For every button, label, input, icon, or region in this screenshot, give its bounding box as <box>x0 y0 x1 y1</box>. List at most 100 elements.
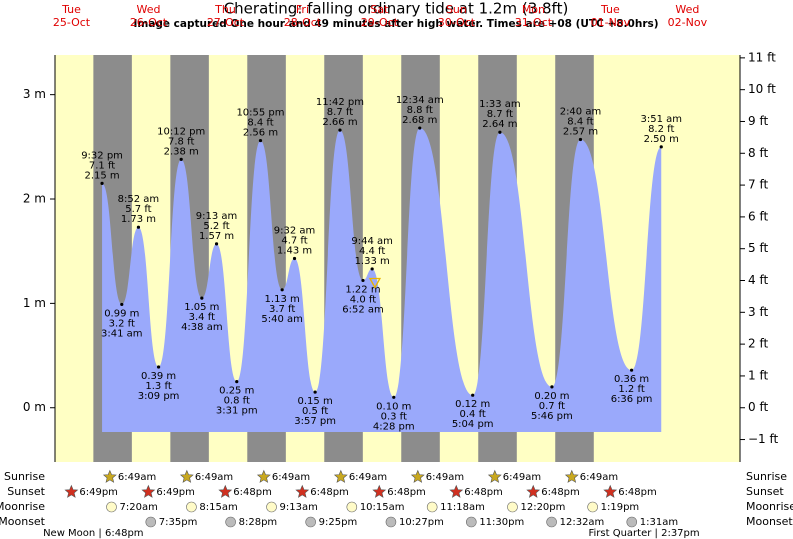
y2-tick-label: 6 ft <box>748 209 768 223</box>
row-label: Sunset <box>7 485 45 498</box>
tide-label: 7.1 ft <box>89 160 115 171</box>
moon-icon <box>305 516 316 528</box>
day-weekday: Thu <box>214 3 236 16</box>
sun-icon <box>218 484 233 498</box>
event-time: 8:28pm <box>239 517 278 528</box>
event-time: 6:49am <box>580 472 618 483</box>
sun-icon <box>179 469 194 483</box>
event-time: 6:49am <box>195 472 233 483</box>
tide-label: 3.7 ft <box>269 304 295 315</box>
row-label: Moonset <box>746 515 793 528</box>
tide-label: 1.43 m <box>277 246 312 257</box>
tide-label: 2.68 m <box>402 115 437 126</box>
tide-label: 0.4 ft <box>460 409 486 420</box>
moon-icon <box>145 516 157 528</box>
row-label: Sunset <box>746 485 784 498</box>
tide-label: 0.8 ft <box>224 396 250 407</box>
tide-label: 3.2 ft <box>109 318 135 329</box>
sun-icon <box>603 484 618 498</box>
current-marker <box>368 277 382 289</box>
moon-icon <box>106 501 117 513</box>
sun-icon <box>256 469 271 483</box>
event-time: 10:27pm <box>399 517 444 528</box>
sun-icon <box>102 469 117 483</box>
y2-tick-label: 10 ft <box>748 82 776 96</box>
day-weekday: Wed <box>136 3 160 16</box>
tide-label: 8.8 ft <box>407 105 433 116</box>
y-tick-label: 3 m <box>23 87 46 101</box>
day-date: 31-Oct <box>515 16 553 29</box>
tide-label: 1.2 ft <box>618 384 644 395</box>
tide-label: 3:31 pm <box>216 406 258 417</box>
day-weekday: Fri <box>296 3 309 16</box>
day-date: 26-Oct <box>130 16 168 29</box>
event-time: 6:49am <box>503 472 541 483</box>
y-tick-label: 2 m <box>23 192 46 206</box>
row-label: Moonset <box>0 515 46 528</box>
sun-icon <box>449 484 464 498</box>
tide-point <box>578 137 583 142</box>
tide-label: 4.7 ft <box>281 236 307 247</box>
day-weekday: Wed <box>675 3 699 16</box>
event-time: 6:48pm <box>541 487 580 498</box>
tide-label: 8.7 ft <box>327 107 353 118</box>
moon-icon <box>587 501 598 513</box>
tide-label: 0.12 m <box>455 399 490 410</box>
moon-icon <box>266 501 277 513</box>
tide-label: 1.3 ft <box>145 381 171 392</box>
tide-label: 2.50 m <box>644 134 679 145</box>
moon-icon <box>346 501 358 513</box>
tide-label: 6:36 pm <box>611 394 653 405</box>
tide-label: 2.38 m <box>164 146 199 157</box>
event-time: 1:31am <box>640 517 678 528</box>
tide-label: 2:40 am <box>560 107 602 118</box>
tide-label: 4:28 pm <box>373 421 415 432</box>
event-time: 6:48pm <box>233 487 272 498</box>
sun-icon <box>526 484 541 498</box>
tide-label: 9:32 pm <box>81 150 123 161</box>
moon-icon <box>466 516 477 528</box>
moon-icon <box>426 501 438 513</box>
tide-label: 5.7 ft <box>125 204 151 215</box>
event-time: 9:25pm <box>319 517 358 528</box>
tide-label: 1.22 m <box>345 284 380 295</box>
moon-phase: First Quarter | 2:37pm <box>589 528 700 539</box>
sun-icon <box>295 484 310 498</box>
event-time: 6:49am <box>349 472 387 483</box>
tide-label: 2.57 m <box>563 127 598 138</box>
event-time: 10:15am <box>360 502 405 513</box>
event-time: 7:20am <box>119 502 157 513</box>
tide-label: 8.7 ft <box>487 109 513 120</box>
tide-label: 3:09 pm <box>138 391 180 402</box>
event-time: 11:30pm <box>479 517 524 528</box>
tide-label: 4.4 ft <box>359 246 385 257</box>
tide-label: 6:52 am <box>342 304 384 315</box>
chart-title: Cherating: falling ordinary tide at 1.2m… <box>224 0 569 18</box>
tide-point <box>100 181 104 185</box>
sun-icon <box>564 469 579 483</box>
event-time: 6:49am <box>426 472 464 483</box>
row-label: Sunrise <box>4 470 45 483</box>
y2-tick-label: 2 ft <box>748 337 768 351</box>
moon-icon <box>546 516 557 528</box>
tide-point <box>471 393 475 397</box>
tide-label: 5.2 ft <box>203 221 229 232</box>
day-date: 01-Nov <box>591 16 631 29</box>
moon-icon <box>225 516 236 528</box>
tide-point <box>659 145 663 149</box>
tide-point <box>156 365 161 369</box>
tide-point <box>136 225 141 229</box>
moon-icon <box>507 501 518 513</box>
tide-label: 2.15 m <box>84 170 119 181</box>
sun-icon <box>487 469 502 483</box>
tide-point <box>313 390 317 394</box>
tide-label: 2.64 m <box>482 119 517 130</box>
row-label: Moonrise <box>0 500 45 513</box>
y2-tick-label: 3 ft <box>748 305 768 319</box>
tide-label: 1.73 m <box>121 214 156 225</box>
day-date: 28-Oct <box>284 16 322 29</box>
event-time: 6:48pm <box>387 487 426 498</box>
tide-point <box>418 126 422 130</box>
tide-label: 1.57 m <box>199 231 234 242</box>
event-time: 6:49pm <box>156 487 195 498</box>
